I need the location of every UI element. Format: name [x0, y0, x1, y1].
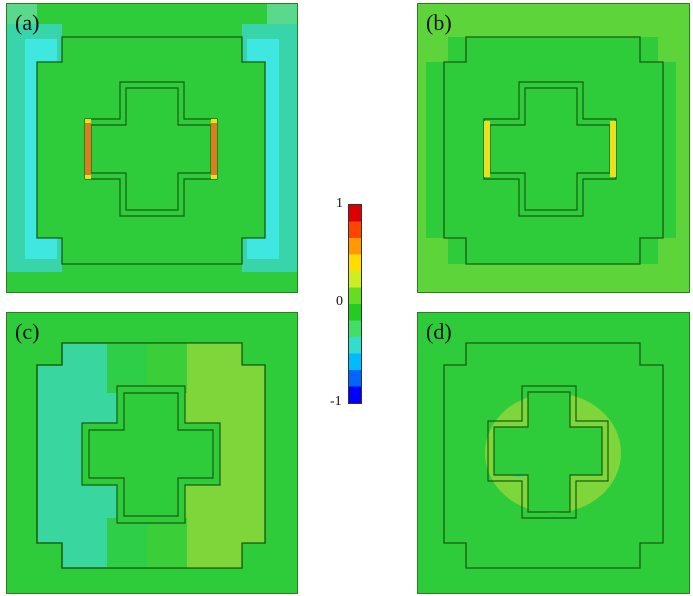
colorbar-min-label: -1 — [330, 394, 342, 409]
colorbar: 1 0 -1 — [330, 196, 380, 416]
panel-b-field — [418, 4, 689, 292]
panel-c-label: (c) — [15, 319, 40, 344]
panel-b: (b) — [417, 3, 690, 293]
panel-c: (c) — [6, 312, 298, 594]
panel-d-field — [418, 313, 689, 593]
colorbar-max-label: 1 — [336, 196, 343, 211]
panel-a: (a) — [6, 3, 298, 293]
colorbar-mid-label: 0 — [336, 294, 343, 309]
panel-d-label: (d) — [426, 319, 452, 344]
panel-a-field — [7, 4, 297, 292]
panel-a-label: (a) — [15, 10, 40, 35]
panel-c-field — [7, 313, 297, 593]
colorbar-gradient — [348, 204, 362, 404]
panel-b-label: (b) — [426, 10, 452, 35]
panel-d: (d) — [417, 312, 690, 594]
